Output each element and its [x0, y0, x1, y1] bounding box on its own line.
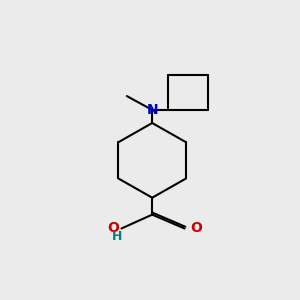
Text: O: O: [191, 221, 203, 236]
Text: H: H: [112, 230, 123, 243]
Text: O: O: [107, 221, 119, 236]
Text: N: N: [146, 103, 158, 117]
